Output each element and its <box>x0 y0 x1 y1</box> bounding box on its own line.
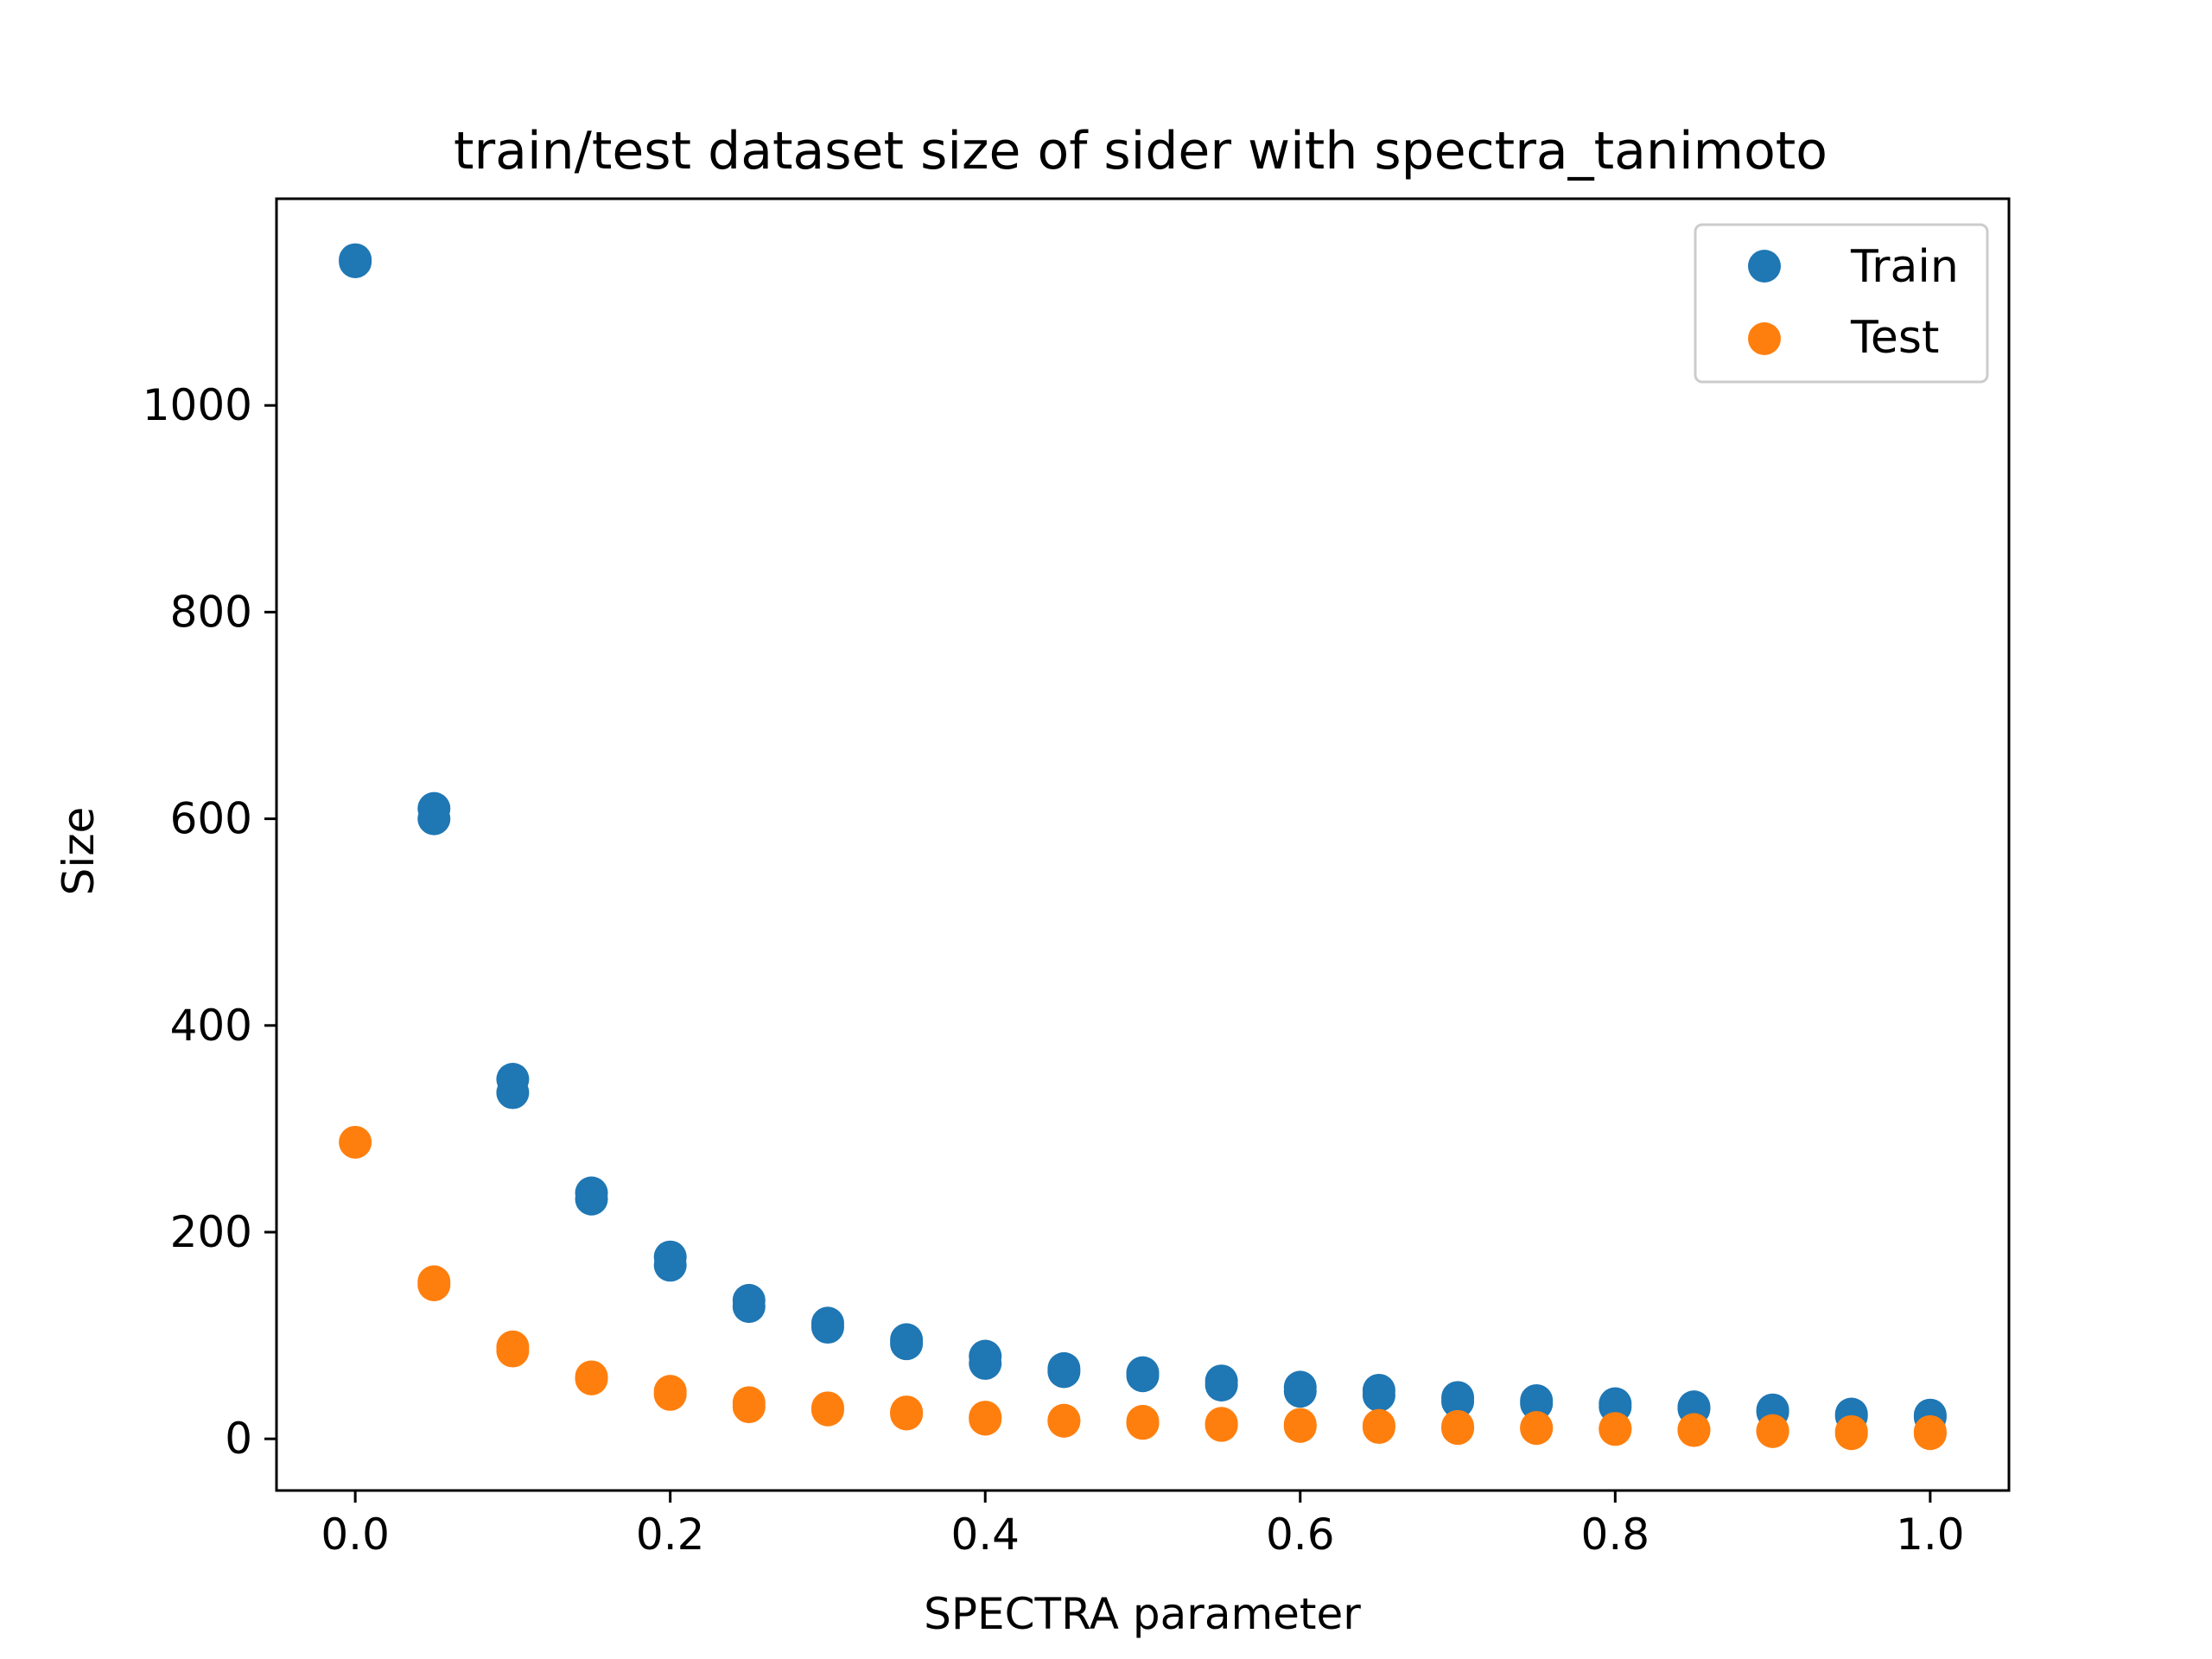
y-tick-label: 400 <box>170 1001 252 1051</box>
data-point-test <box>810 1393 844 1427</box>
data-point-train <box>890 1327 924 1361</box>
x-tick-label: 0.8 <box>1581 1510 1650 1560</box>
data-point-test <box>890 1397 924 1431</box>
data-point-train <box>1362 1378 1395 1412</box>
data-point-train <box>1520 1387 1554 1421</box>
y-tick-label: 0 <box>225 1414 252 1464</box>
data-point-test <box>1047 1404 1081 1438</box>
data-point-train <box>732 1290 766 1324</box>
data-point-train <box>653 1249 687 1282</box>
series-train <box>339 243 1947 1434</box>
data-point-train <box>496 1076 530 1109</box>
data-point-test <box>1362 1411 1395 1445</box>
data-point-train <box>969 1346 1002 1380</box>
x-axis-ticks: 0.0 0.2 0.4 0.6 0.8 1.0 <box>321 1491 1965 1560</box>
data-point-train <box>1205 1369 1238 1402</box>
data-point-train <box>575 1182 608 1216</box>
data-point-train <box>810 1311 844 1344</box>
legend: Train Test <box>1694 223 1989 384</box>
data-point-train <box>1283 1375 1317 1408</box>
x-tick-label: 1.0 <box>1896 1510 1965 1560</box>
data-point-test <box>1599 1413 1632 1446</box>
x-tick-label: 0.2 <box>636 1510 705 1560</box>
data-point-test <box>575 1362 608 1395</box>
data-marks <box>339 243 1947 1451</box>
data-point-train <box>417 802 451 836</box>
data-point-test <box>1677 1414 1711 1447</box>
y-tick-label: 600 <box>170 794 252 844</box>
x-tick-label: 0.4 <box>950 1510 1020 1560</box>
x-axis-label: SPECTRA parameter <box>924 1589 1361 1639</box>
y-axis-label: Size <box>54 807 104 896</box>
data-point-test <box>1283 1409 1317 1443</box>
legend-marker-train <box>1748 250 1781 283</box>
x-tick-label: 0.6 <box>1266 1510 1335 1560</box>
data-point-train <box>1441 1385 1475 1419</box>
data-point-test <box>1756 1414 1789 1448</box>
chart-title: train/test dataset size of sider with sp… <box>454 121 1827 181</box>
x-tick-label: 0.0 <box>321 1510 390 1560</box>
y-tick-label: 200 <box>170 1207 252 1257</box>
legend-label-train: Train <box>1850 241 1959 293</box>
data-point-test <box>1913 1417 1947 1451</box>
data-point-test <box>1441 1412 1475 1446</box>
data-point-test <box>496 1334 530 1368</box>
data-point-test <box>1520 1412 1554 1446</box>
y-tick-label: 1000 <box>143 380 252 430</box>
series-test <box>339 1125 1947 1451</box>
data-point-test <box>1126 1407 1160 1440</box>
plot-area-frame <box>275 197 2011 1492</box>
data-point-train <box>1047 1355 1081 1389</box>
data-point-test <box>969 1402 1002 1436</box>
data-point-test <box>732 1390 766 1424</box>
y-tick-label: 800 <box>170 587 252 637</box>
data-point-test <box>1834 1417 1868 1451</box>
data-point-train <box>339 245 372 278</box>
y-axis-ticks: 0 200 400 600 800 1000 <box>143 380 276 1464</box>
data-point-test <box>417 1268 451 1301</box>
data-point-test <box>1205 1408 1238 1442</box>
legend-label-test: Test <box>1850 312 1939 364</box>
data-point-test <box>339 1125 372 1159</box>
data-point-test <box>653 1377 687 1411</box>
legend-marker-test <box>1748 322 1781 355</box>
data-point-train <box>1126 1359 1160 1393</box>
